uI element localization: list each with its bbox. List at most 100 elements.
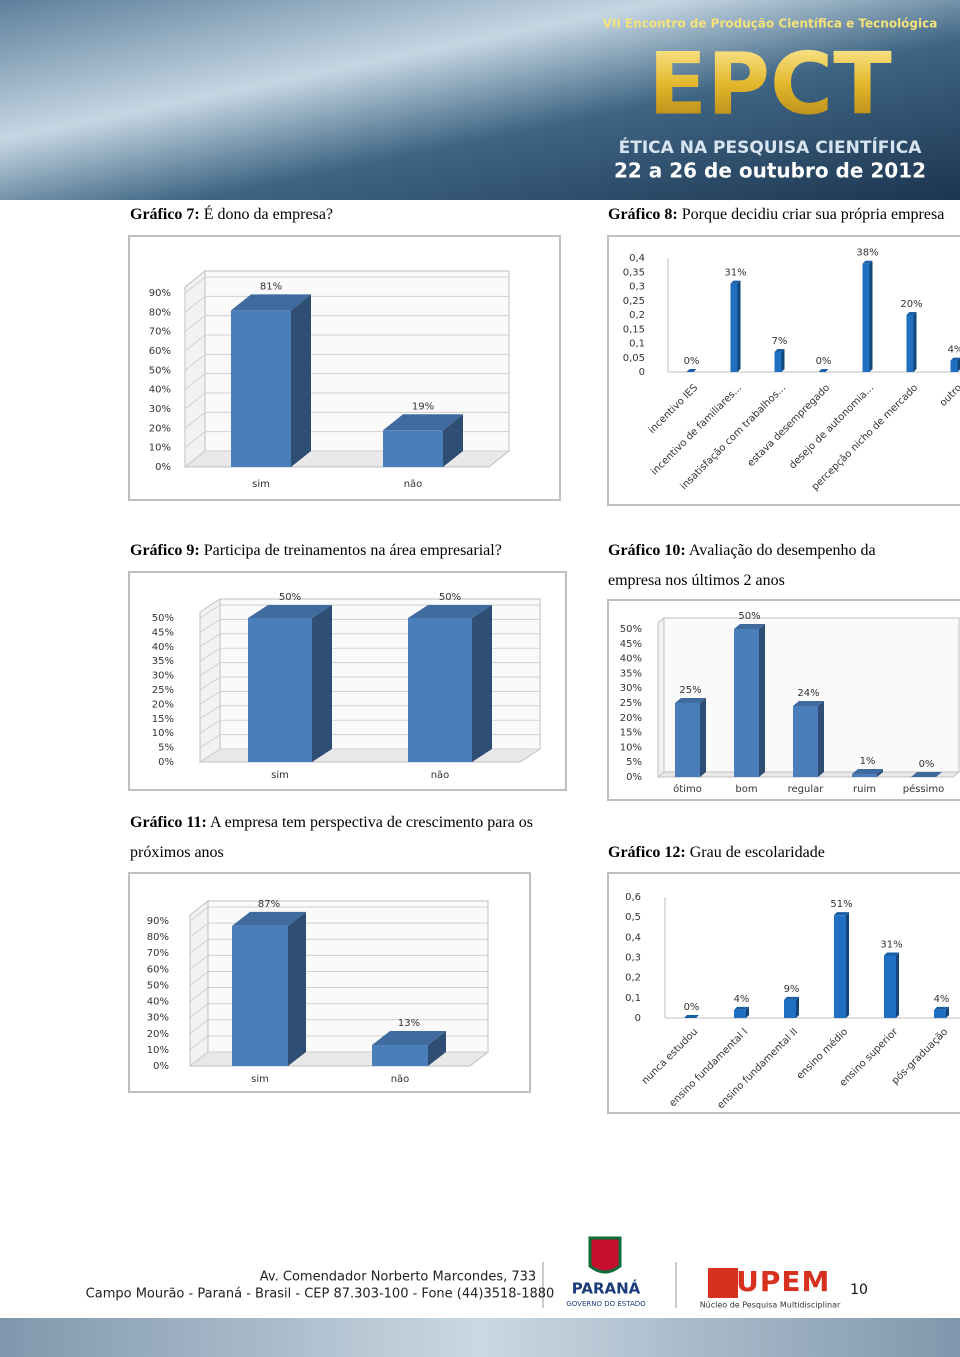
nupem-logo: NUPEM [712, 1265, 831, 1298]
y-tick-label: 0,5 [625, 912, 641, 923]
grid-line [184, 411, 509, 429]
x-tick-label: não [431, 770, 450, 781]
y-tick-label: 45% [620, 639, 642, 650]
chart-frame [607, 235, 960, 506]
y-tick-label: 25% [620, 698, 642, 709]
caption-label: Gráfico 10: [608, 542, 686, 559]
bar [248, 618, 312, 762]
y-tick-label: 10% [147, 1045, 169, 1056]
bar [884, 955, 896, 1018]
value-label: 4% [734, 994, 750, 1005]
y-tick-label: 0% [626, 772, 642, 783]
y-tick-label: 0 [639, 367, 645, 378]
y-tick-label: 0,3 [625, 953, 641, 964]
y-tick-label: 40% [152, 642, 174, 653]
y-tick-label: 40% [149, 385, 171, 396]
bar [734, 629, 759, 777]
y-tick-label: 30% [147, 1013, 169, 1024]
value-label: 0% [816, 356, 832, 367]
value-label: 1% [860, 756, 876, 767]
x-tick-label: sim [252, 479, 270, 490]
value-label: 13% [398, 1018, 420, 1029]
value-label: 4% [948, 345, 960, 356]
y-tick-label: 30% [152, 671, 174, 682]
bar-top [730, 280, 741, 284]
y-tick-label: 50% [147, 980, 169, 991]
bar-top [934, 1006, 949, 1010]
y-tick-label: 90% [149, 288, 171, 299]
caption-title: Participa de treinamentos na área empres… [203, 542, 502, 559]
y-tick-label: 0% [155, 462, 171, 473]
y-tick-label: 0% [153, 1061, 169, 1072]
caption-title: A empresa tem perspectiva de crescimento… [130, 814, 533, 861]
caption-title: É dono da empresa? [203, 206, 334, 223]
grid-line [189, 1003, 488, 1019]
y-tick-label: 30% [620, 683, 642, 694]
x-tick-label: ruim [853, 784, 876, 795]
y-tick-label: 5% [158, 743, 174, 754]
bar-side [472, 605, 492, 762]
bar [784, 999, 796, 1018]
y-tick-label: 70% [147, 948, 169, 959]
bar-top [834, 912, 849, 916]
bar-side [759, 624, 765, 777]
y-tick-label: 0,3 [629, 282, 645, 293]
x-tick-label: sim [271, 770, 289, 781]
back-wall [199, 598, 221, 763]
footer-address: Av. Comendador Norberto Marcondes, 733 [260, 1270, 536, 1285]
banner-theme: ÉTICA NA PESQUISA CIENTÍFICA [619, 136, 923, 158]
value-label: 20% [900, 299, 922, 310]
y-tick-label: 0% [158, 757, 174, 768]
bar-side [913, 312, 917, 372]
grid-line [184, 315, 509, 333]
y-tick-label: 50% [620, 624, 642, 635]
y-tick-label: 0,4 [629, 253, 645, 264]
page-number: 10 [850, 1282, 868, 1298]
bar-side [946, 1006, 949, 1018]
state-coat-of-arms [588, 1236, 622, 1274]
y-tick-label: 0,1 [625, 993, 641, 1004]
chart-frame [607, 872, 960, 1114]
value-label: 25% [679, 685, 701, 696]
y-tick-label: 15% [152, 714, 174, 725]
value-label: 4% [934, 994, 950, 1005]
bar [383, 430, 443, 467]
bar-top [383, 414, 463, 431]
caption-label: Gráfico 11: [130, 814, 207, 831]
y-tick-label: 0,6 [625, 892, 641, 903]
grid-line [189, 922, 488, 938]
bar [232, 925, 288, 1066]
bar [834, 915, 846, 1018]
y-tick-label: 0 [635, 1013, 641, 1024]
bar [950, 360, 958, 372]
bar-top [734, 624, 765, 629]
bar-side [877, 769, 883, 777]
bar-top [232, 911, 306, 926]
value-label: 7% [772, 336, 788, 347]
x-tick-label: sim [251, 1074, 269, 1085]
grid-line [184, 392, 509, 410]
bar-top [906, 312, 917, 315]
y-tick-label: 50% [152, 613, 174, 624]
bar-top [862, 260, 873, 264]
y-tick-label: 30% [149, 404, 171, 415]
bar-top [734, 1006, 749, 1010]
footer-city: Campo Mourão - Paraná - Brasil - CEP 87.… [86, 1287, 555, 1302]
y-tick-label: 60% [149, 346, 171, 357]
caption-label: Gráfico 12: [608, 844, 686, 861]
grid-line [184, 334, 509, 352]
caption-title: Porque decidiu criar sua própria empresa [681, 206, 945, 223]
y-tick-label: 0,2 [625, 973, 641, 984]
value-label: 19% [412, 401, 434, 412]
y-tick-label: 90% [147, 916, 169, 927]
bar-side [846, 912, 849, 1018]
x-tick-label: regular [788, 784, 825, 795]
y-tick-label: 60% [147, 964, 169, 975]
state-government: GOVERNO DO ESTADO [566, 1300, 646, 1308]
bar [774, 352, 782, 372]
back-wall [657, 616, 665, 779]
bar [730, 283, 738, 372]
caption-label: Gráfico 8: [608, 206, 678, 223]
